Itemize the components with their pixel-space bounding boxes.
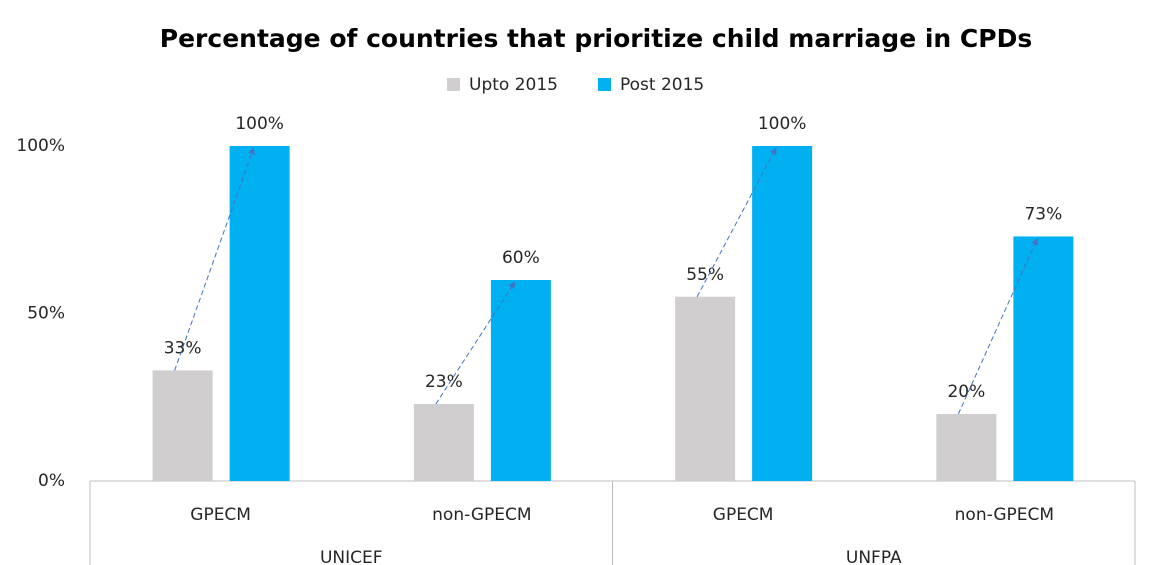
- x-tick-label: non-GPECM: [432, 505, 531, 525]
- bar: [490, 280, 551, 481]
- legend-label: Post 2015: [620, 75, 704, 95]
- value-label: 100%: [758, 114, 807, 134]
- bar: [675, 296, 736, 481]
- trend-arrow: [174, 147, 255, 371]
- legend-swatch: [447, 78, 460, 91]
- bar: [752, 146, 813, 481]
- bar: [152, 370, 213, 481]
- value-label: 55%: [686, 265, 724, 285]
- value-label: 33%: [164, 338, 202, 358]
- x-tick-label: GPECM: [713, 505, 774, 525]
- trend-arrow: [435, 281, 516, 405]
- value-label: 73%: [1024, 204, 1062, 224]
- group-label: UNFPA: [846, 548, 902, 565]
- x-tick-label: GPECM: [190, 505, 251, 525]
- value-label: 20%: [947, 382, 985, 402]
- y-tick-label: 0%: [38, 471, 65, 491]
- y-tick-label: 100%: [16, 136, 65, 156]
- bar: [413, 403, 474, 481]
- legend-label: Upto 2015: [469, 75, 558, 95]
- chart-title: Percentage of countries that prioritize …: [160, 24, 1032, 53]
- y-tick-label: 50%: [27, 304, 65, 324]
- legend-swatch: [598, 78, 611, 91]
- x-tick-label: non-GPECM: [955, 505, 1054, 525]
- value-label: 23%: [425, 372, 463, 392]
- value-label: 100%: [235, 114, 284, 134]
- group-label: UNICEF: [320, 548, 383, 565]
- value-label: 60%: [502, 248, 540, 268]
- trend-arrow: [696, 147, 777, 297]
- bar: [1013, 236, 1074, 481]
- trend-arrow: [957, 237, 1038, 415]
- bar: [229, 146, 290, 481]
- bar: [936, 414, 997, 481]
